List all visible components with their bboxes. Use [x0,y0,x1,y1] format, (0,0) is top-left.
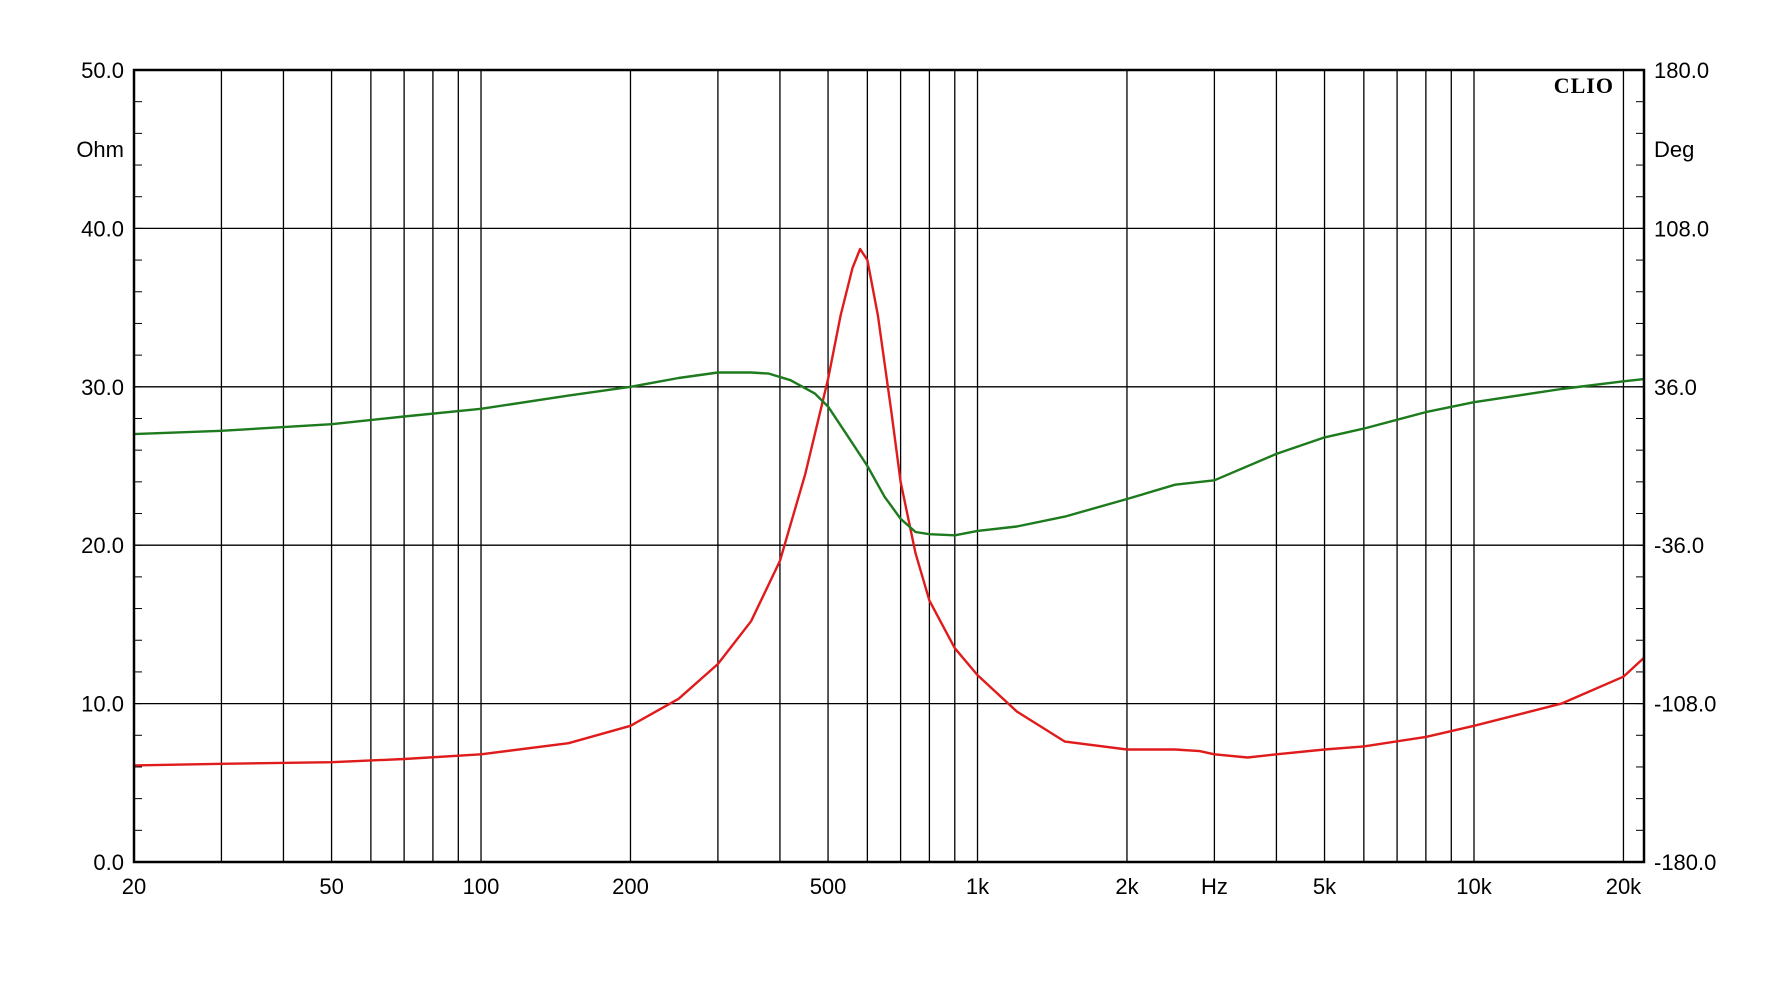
x-tick-label: 50 [319,874,343,899]
y-right-tick-label: -36.0 [1654,533,1704,558]
x-tick-label: 500 [810,874,847,899]
impedance-series-line [132,247,1646,767]
y-right-tick-label: 108.0 [1654,216,1709,241]
y-left-tick-label: 10.0 [81,692,124,717]
y-right-tick-labels: 180.0 108.0 36.0 -36.0 -108.0 -180.0 [1654,58,1716,875]
x-axis-unit-label: Hz [1201,874,1228,899]
x-tick-label: 10k [1456,874,1492,899]
y-right-tick-label: 36.0 [1654,375,1697,400]
x-tick-label: 200 [612,874,649,899]
x-tick-label: 1k [966,874,990,899]
y-left-tick-label: 40.0 [81,216,124,241]
y-left-tick-label: 0.0 [93,850,124,875]
phase-series-line [132,371,1646,537]
clio-brand-label: CLIO [1554,73,1614,98]
y-right-axis-unit-label: Deg [1654,137,1694,162]
x-tick-label: 5k [1313,874,1337,899]
y-right-tick-label: 180.0 [1654,58,1709,83]
x-tick-label: 20k [1606,874,1642,899]
y-left-tick-label: 20.0 [81,533,124,558]
plot-frame [132,68,1646,864]
x-tick-label: 2k [1115,874,1139,899]
series-layer [132,247,1646,767]
y-left-axis-unit-label: Ohm [76,137,124,162]
x-tick-label: 20 [122,874,146,899]
x-tick-labels: 20 50 100 200 500 1k 2k 5k 10k 20k [122,874,1642,899]
y-left-tick-label: 30.0 [81,375,124,400]
y-right-tick-label: -180.0 [1654,850,1716,875]
y-left-tick-labels: 50.0 40.0 30.0 20.0 10.0 0.0 [81,58,124,875]
horizontal-grid [134,69,1644,863]
y-right-tick-label: -108.0 [1654,692,1716,717]
y-left-tick-label: 50.0 [81,58,124,83]
vertical-grid [220,70,1625,862]
x-tick-label: 100 [463,874,500,899]
